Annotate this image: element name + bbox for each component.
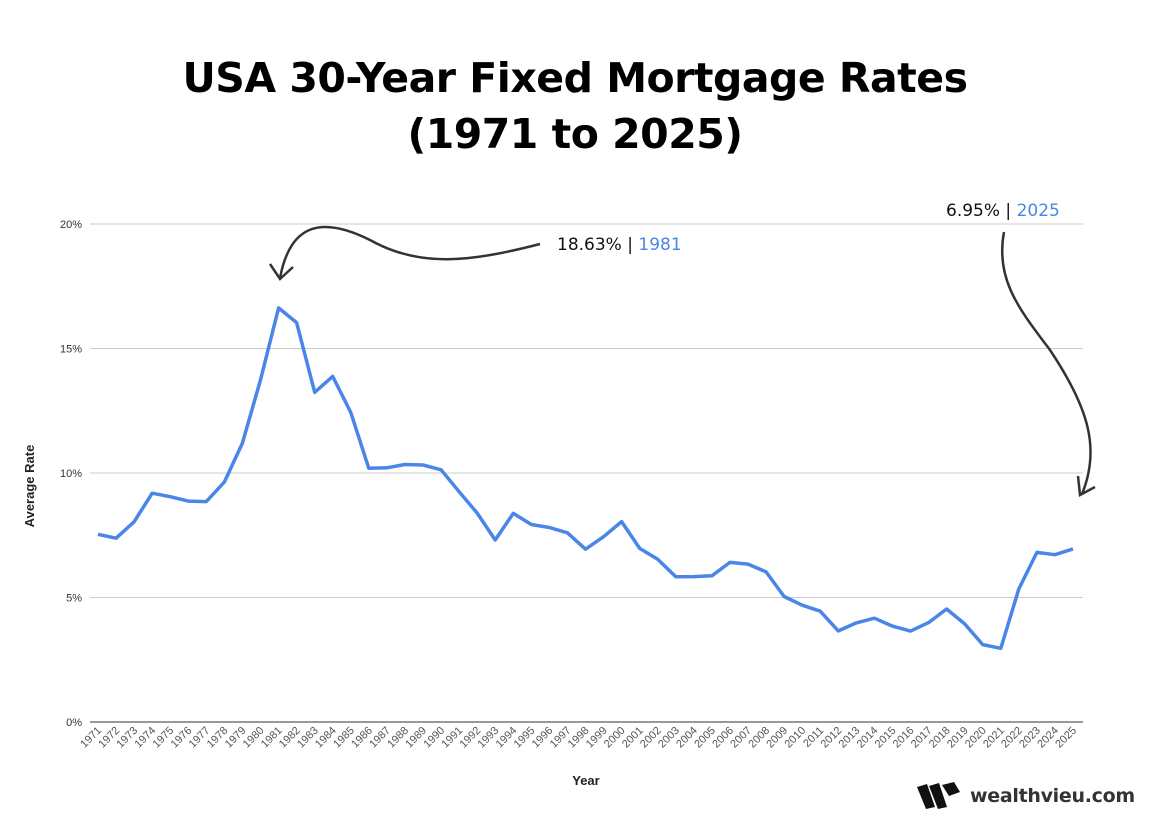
x-axis-label: Year [572, 773, 599, 788]
brand-name: wealthvieu.com [970, 785, 1135, 807]
annotation-arrow-1981 [278, 225, 541, 279]
brand-logo: wealthvieu.com [916, 782, 1135, 810]
y-tick-label: 5% [66, 593, 82, 605]
chart-title-line-1: USA 30-Year Fixed Mortgage Rates [182, 54, 968, 102]
y-tick-label: 0% [66, 717, 82, 729]
annotation-1981: 18.63% | 1981 [557, 235, 682, 255]
y-axis-label: Average Rate [22, 445, 37, 528]
annotation-arrowhead-1981 [268, 263, 294, 281]
series-line [97, 306, 1074, 651]
y-tick-label: 15% [60, 344, 82, 356]
annotation-separator: | [627, 235, 633, 255]
annotation-arrowhead-2025 [1076, 475, 1096, 497]
chart-title: USA 30-Year Fixed Mortgage Rates (1971 t… [0, 50, 1150, 162]
annotation-2025: 6.95% | 2025 [946, 201, 1060, 221]
x-tick-label: 2025 [1053, 725, 1079, 751]
y-tick-label: 20% [60, 219, 82, 231]
brand-logo-mark [917, 782, 960, 809]
annotation-year: 1981 [638, 235, 682, 255]
annotation-year: 2025 [1016, 201, 1060, 221]
annotation-arrow-2025 [1000, 231, 1092, 495]
annotation-value: 6.95% [946, 201, 1001, 221]
chart-title-line-2: (1971 to 2025) [407, 110, 743, 158]
annotation-separator: | [1005, 201, 1012, 221]
y-tick-label: 10% [60, 468, 82, 480]
annotation-value: 18.63% [557, 235, 622, 255]
